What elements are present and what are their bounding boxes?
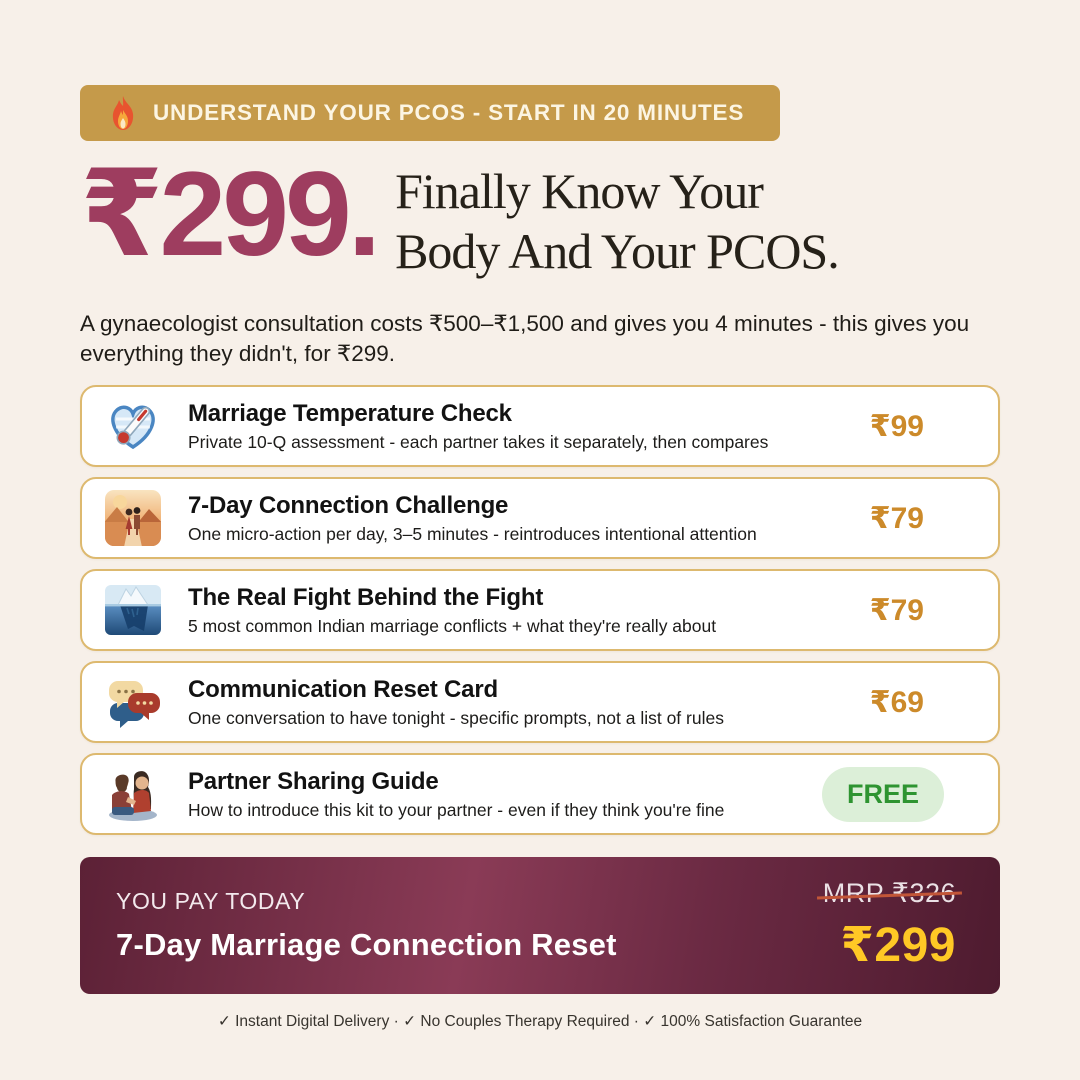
product-title: Partner Sharing Guide: [188, 767, 439, 795]
price-summary-box: YOU PAY TODAY 7-Day Marriage Connection …: [80, 857, 1000, 995]
hero-subtext: A gynaecologist consultation costs ₹500–…: [80, 309, 1000, 369]
mrp-strikethrough: MRP ₹326: [822, 878, 956, 909]
product-description: Private 10-Q assessment - each partner t…: [188, 431, 769, 452]
free-badge: FREE: [821, 766, 944, 822]
product-description: One micro-action per day, 3–5 minutes - …: [188, 523, 757, 544]
product-card-marriage-temperature-check[interactable]: Marriage Temperature Check Private 10-Q …: [80, 385, 1000, 468]
product-title: Marriage Temperature Check: [188, 399, 512, 427]
iceberg-icon: [105, 585, 161, 636]
product-description: One conversation to have tonight - speci…: [188, 707, 724, 728]
product-price: ₹69: [869, 685, 924, 719]
product-card-7-day-connection-challenge[interactable]: 7-Day Connection Challenge One micro-act…: [80, 477, 1000, 560]
hero-title-line1: Finally Know Your: [395, 163, 764, 219]
chat-bubbles-icon: [108, 681, 160, 729]
final-price: ₹299: [840, 919, 956, 973]
hero: ₹299. Finally Know Your Body And Your PC…: [80, 153, 1000, 281]
bundle-name: 7-Day Marriage Connection Reset: [116, 927, 617, 963]
couple-talking-icon: [109, 771, 157, 822]
product-card-partner-sharing-guide[interactable]: Partner Sharing Guide How to introduce t…: [80, 753, 1000, 836]
product-card-real-fight-behind-the-fight[interactable]: The Real Fight Behind the Fight 5 most c…: [80, 569, 1000, 652]
couple-walking-icon: [105, 490, 161, 547]
product-card-communication-reset-card[interactable]: Communication Reset Card One conversatio…: [80, 661, 1000, 744]
top-banner: UNDERSTAND YOUR PCOS - START IN 20 MINUT…: [80, 85, 780, 141]
hero-title: Finally Know Your Body And Your PCOS.: [395, 161, 840, 281]
product-title: Communication Reset Card: [188, 675, 498, 703]
product-description: How to introduce this kit to your partne…: [188, 799, 725, 820]
guarantee-note: ✓ Instant Digital Delivery · ✓ No Couple…: [217, 1013, 863, 1031]
subtext-line2: everything they didn't, for ₹299.: [80, 341, 396, 367]
product-title: The Real Fight Behind the Fight: [188, 583, 544, 611]
fire-icon: [112, 96, 134, 130]
hero-title-line2: Body And Your PCOS.: [395, 223, 840, 279]
product-title: 7-Day Connection Challenge: [188, 491, 509, 519]
product-list: Marriage Temperature Check Private 10-Q …: [80, 385, 1000, 836]
product-price: ₹79: [869, 593, 924, 627]
pay-today-label: YOU PAY TODAY: [116, 888, 306, 915]
product-price: ₹99: [869, 409, 924, 443]
product-price: ₹79: [869, 501, 924, 535]
subtext-line1: A gynaecologist consultation costs ₹500–…: [80, 311, 970, 336]
heart-thermometer-icon: [111, 405, 155, 450]
hero-price: ₹299.: [80, 147, 381, 281]
banner-text: UNDERSTAND YOUR PCOS - START IN 20 MINUT…: [153, 100, 745, 125]
product-description: 5 most common Indian marriage conflicts …: [188, 615, 717, 636]
